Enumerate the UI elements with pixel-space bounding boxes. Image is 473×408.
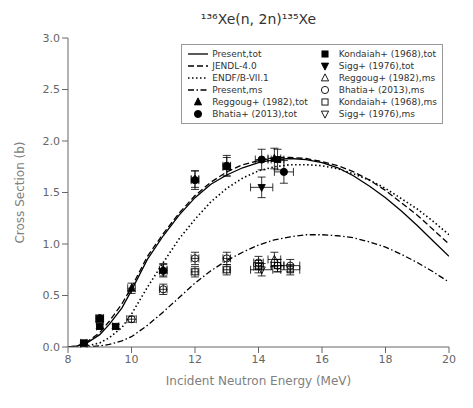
html-text:Present,ms: Present,ms <box>212 85 263 95</box>
svg-text:16: 16 <box>315 353 329 366</box>
svg-text:1.0: 1.0 <box>43 238 61 251</box>
svg-text:10: 10 <box>125 353 139 366</box>
svg-text:12: 12 <box>188 353 202 366</box>
svg-text:8: 8 <box>65 353 72 366</box>
html-text:Bhatia+ (2013),ms: Bhatia+ (2013),ms <box>338 85 425 95</box>
html-text:Bhatia+ (2013),tot: Bhatia+ (2013),tot <box>212 109 297 119</box>
svg-text:18: 18 <box>379 353 393 366</box>
svg-text:20: 20 <box>442 353 456 366</box>
svg-text:2.5: 2.5 <box>43 83 61 96</box>
html-text:¹³⁶Xe(n, 2n)¹³⁵Xe: ¹³⁶Xe(n, 2n)¹³⁵Xe <box>200 11 317 27</box>
html-text:Kondaiah+ (1968),ms: Kondaiah+ (1968),ms <box>338 97 437 107</box>
svg-text:3.0: 3.0 <box>43 32 61 45</box>
svg-text:1.5: 1.5 <box>43 186 61 199</box>
html-text:Kondaiah+ (1968),tot: Kondaiah+ (1968),tot <box>338 49 437 59</box>
svg-text:0.0: 0.0 <box>43 341 61 354</box>
svg-text:2.0: 2.0 <box>43 135 61 148</box>
svg-text:Incident Neutron Energy (MeV): Incident Neutron Energy (MeV) <box>166 374 351 388</box>
html-text:Present,tot: Present,tot <box>212 49 262 59</box>
html-text:ENDF/B-VII.1: ENDF/B-VII.1 <box>212 73 269 83</box>
svg-text:14: 14 <box>252 353 266 366</box>
html-text:Sigg+ (1976),tot: Sigg+ (1976),tot <box>338 61 415 71</box>
html-text:Sigg+ (1976),ms: Sigg+ (1976),ms <box>338 109 415 119</box>
html-text:Reggoug+ (1982),ms: Reggoug+ (1982),ms <box>338 73 436 83</box>
svg-text:Cross Section (b): Cross Section (b) <box>13 141 27 243</box>
svg-text:0.5: 0.5 <box>43 289 61 302</box>
html-text:JENDL-4.0: JENDL-4.0 <box>212 61 257 71</box>
html-text:Reggoug+ (1982),tot: Reggoug+ (1982),tot <box>212 97 308 107</box>
